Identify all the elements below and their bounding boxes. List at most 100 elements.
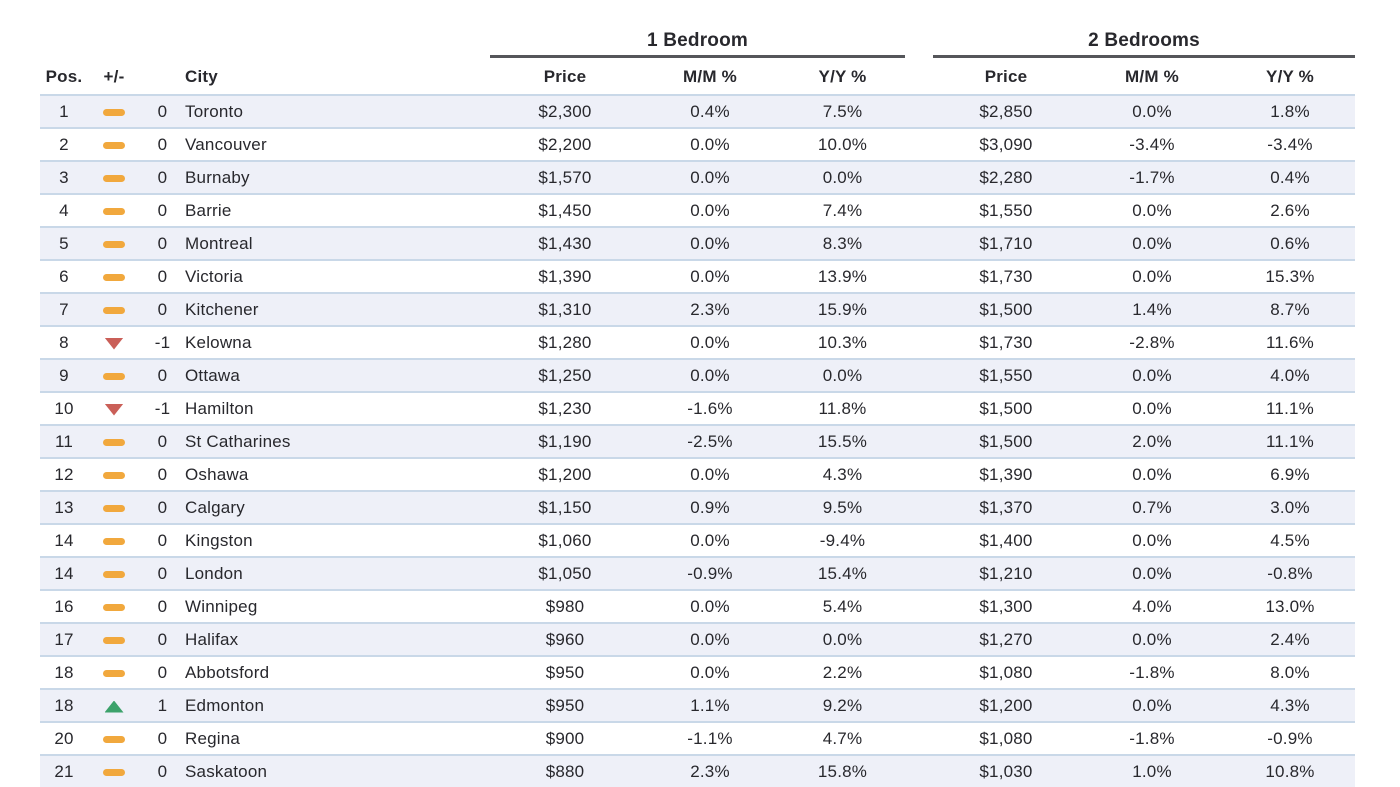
col-header-pos: Pos. — [45, 67, 83, 86]
br2-price-cell: $1,030 — [979, 762, 1033, 781]
group-header-2-bedrooms: 2 Bedrooms — [933, 30, 1355, 58]
br1-yy-cell: 9.5% — [822, 498, 863, 517]
dash-icon — [103, 142, 125, 150]
br2-mm-cell: 1.4% — [1132, 300, 1172, 319]
br2-yy-cell: 4.5% — [1270, 531, 1310, 550]
dash-icon — [103, 274, 125, 282]
change-cell: 0 — [157, 729, 168, 748]
dash-icon — [103, 175, 125, 183]
br2-price-cell: $1,730 — [979, 267, 1033, 286]
dash-icon — [103, 736, 125, 744]
br1-price-cell: $2,200 — [538, 135, 592, 154]
br2-price-cell: $1,210 — [979, 564, 1033, 583]
br2-yy-cell: 3.0% — [1270, 498, 1310, 517]
br2-yy-cell: 4.0% — [1270, 366, 1310, 385]
br1-mm-cell: 0.0% — [690, 267, 730, 286]
br2-price-cell: $1,390 — [979, 465, 1033, 484]
br1-yy-cell: 15.9% — [817, 300, 868, 319]
br2-price-cell: $1,500 — [979, 399, 1033, 418]
br2-yy-cell: 6.9% — [1270, 465, 1310, 484]
table-row: 1 0 Toronto $2,300 0.4% 7.5% $2,850 0.0%… — [40, 94, 1355, 127]
table-row: 20 0 Regina $900 -1.1% 4.7% $1,080 -1.8%… — [40, 721, 1355, 754]
table-row: 11 0 St Catharines $1,190 -2.5% 15.5% $1… — [40, 424, 1355, 457]
city-cell: Barrie — [185, 201, 232, 220]
br1-yy-cell: 11.8% — [818, 399, 867, 418]
dash-icon — [103, 472, 125, 480]
trend-cell — [88, 162, 140, 193]
br1-mm-cell: 0.4% — [690, 102, 730, 121]
table-row: 12 0 Oshawa $1,200 0.0% 4.3% $1,390 0.0%… — [40, 457, 1355, 490]
br1-price-cell: $1,310 — [538, 300, 592, 319]
dash-icon — [103, 604, 125, 612]
city-cell: Burnaby — [185, 168, 250, 187]
br1-yy-cell: 7.5% — [822, 102, 863, 121]
dash-icon — [103, 208, 125, 216]
br1-mm-cell: -1.1% — [687, 729, 733, 748]
change-cell: 0 — [157, 432, 168, 451]
table-row: 8 -1 Kelowna $1,280 0.0% 10.3% $1,730 -2… — [40, 325, 1355, 358]
change-cell: 0 — [157, 663, 168, 682]
br1-price-cell: $900 — [545, 729, 585, 748]
br1-mm-cell: 0.0% — [690, 201, 730, 220]
city-cell: Victoria — [185, 267, 243, 286]
br2-price-cell: $1,550 — [979, 366, 1033, 385]
position-cell: 18 — [54, 663, 74, 682]
city-cell: Regina — [185, 729, 241, 748]
change-cell: 0 — [157, 366, 168, 385]
city-cell: Montreal — [185, 234, 253, 253]
br1-mm-cell: 0.0% — [690, 465, 730, 484]
br1-price-cell: $1,430 — [538, 234, 592, 253]
position-cell: 5 — [59, 234, 69, 253]
trend-cell — [88, 624, 140, 655]
br1-mm-cell: 0.0% — [690, 135, 730, 154]
br2-price-cell: $1,300 — [979, 597, 1033, 616]
br1-price-cell: $1,200 — [538, 465, 592, 484]
trend-cell — [88, 492, 140, 523]
br2-yy-cell: 1.8% — [1270, 102, 1310, 121]
position-cell: 21 — [54, 762, 74, 781]
change-cell: 0 — [157, 135, 168, 154]
trend-cell — [88, 195, 140, 226]
table-row: 21 0 Saskatoon $880 2.3% 15.8% $1,030 1.… — [40, 754, 1355, 787]
dash-icon — [103, 670, 125, 678]
br2-mm-cell: -2.8% — [1129, 333, 1175, 352]
br1-price-cell: $1,230 — [538, 399, 592, 418]
br2-mm-cell: 0.0% — [1132, 234, 1172, 253]
br2-price-cell: $1,370 — [979, 498, 1033, 517]
city-cell: Vancouver — [185, 135, 267, 154]
table-row: 3 0 Burnaby $1,570 0.0% 0.0% $2,280 -1.7… — [40, 160, 1355, 193]
city-cell: Edmonton — [185, 696, 265, 715]
change-cell: -1 — [154, 399, 171, 418]
br2-mm-cell: 0.0% — [1132, 696, 1172, 715]
dash-icon — [103, 109, 125, 117]
br2-mm-cell: -1.8% — [1129, 729, 1175, 748]
br2-mm-cell: 0.0% — [1132, 399, 1172, 418]
city-cell: Toronto — [185, 102, 244, 121]
city-cell: Calgary — [185, 498, 245, 517]
br2-mm-cell: 0.7% — [1132, 498, 1172, 517]
br1-mm-cell: 0.0% — [690, 168, 730, 187]
br2-price-cell: $1,710 — [979, 234, 1033, 253]
br1-yy-cell: 0.0% — [822, 168, 863, 187]
change-cell: 0 — [157, 597, 168, 616]
br1-price-cell: $1,250 — [538, 366, 592, 385]
city-cell: Ottawa — [185, 366, 241, 385]
br1-price-cell: $1,450 — [538, 201, 592, 220]
position-cell: 10 — [54, 399, 74, 418]
br2-price-cell: $2,850 — [979, 102, 1033, 121]
br1-price-cell: $1,050 — [538, 564, 592, 583]
col-header-spacer — [140, 87, 185, 94]
city-cell: St Catharines — [185, 432, 291, 451]
city-cell: Abbotsford — [185, 663, 270, 682]
br2-price-cell: $1,270 — [979, 630, 1033, 649]
change-cell: 0 — [157, 201, 168, 220]
position-cell: 1 — [59, 102, 69, 121]
br2-mm-cell: 4.0% — [1132, 597, 1172, 616]
change-cell: 0 — [157, 300, 168, 319]
table-row: 16 0 Winnipeg $980 0.0% 5.4% $1,300 4.0%… — [40, 589, 1355, 622]
br2-mm-cell: 0.0% — [1132, 531, 1172, 550]
change-cell: 0 — [157, 168, 168, 187]
table-row: 7 0 Kitchener $1,310 2.3% 15.9% $1,500 1… — [40, 292, 1355, 325]
dash-icon — [103, 505, 125, 513]
